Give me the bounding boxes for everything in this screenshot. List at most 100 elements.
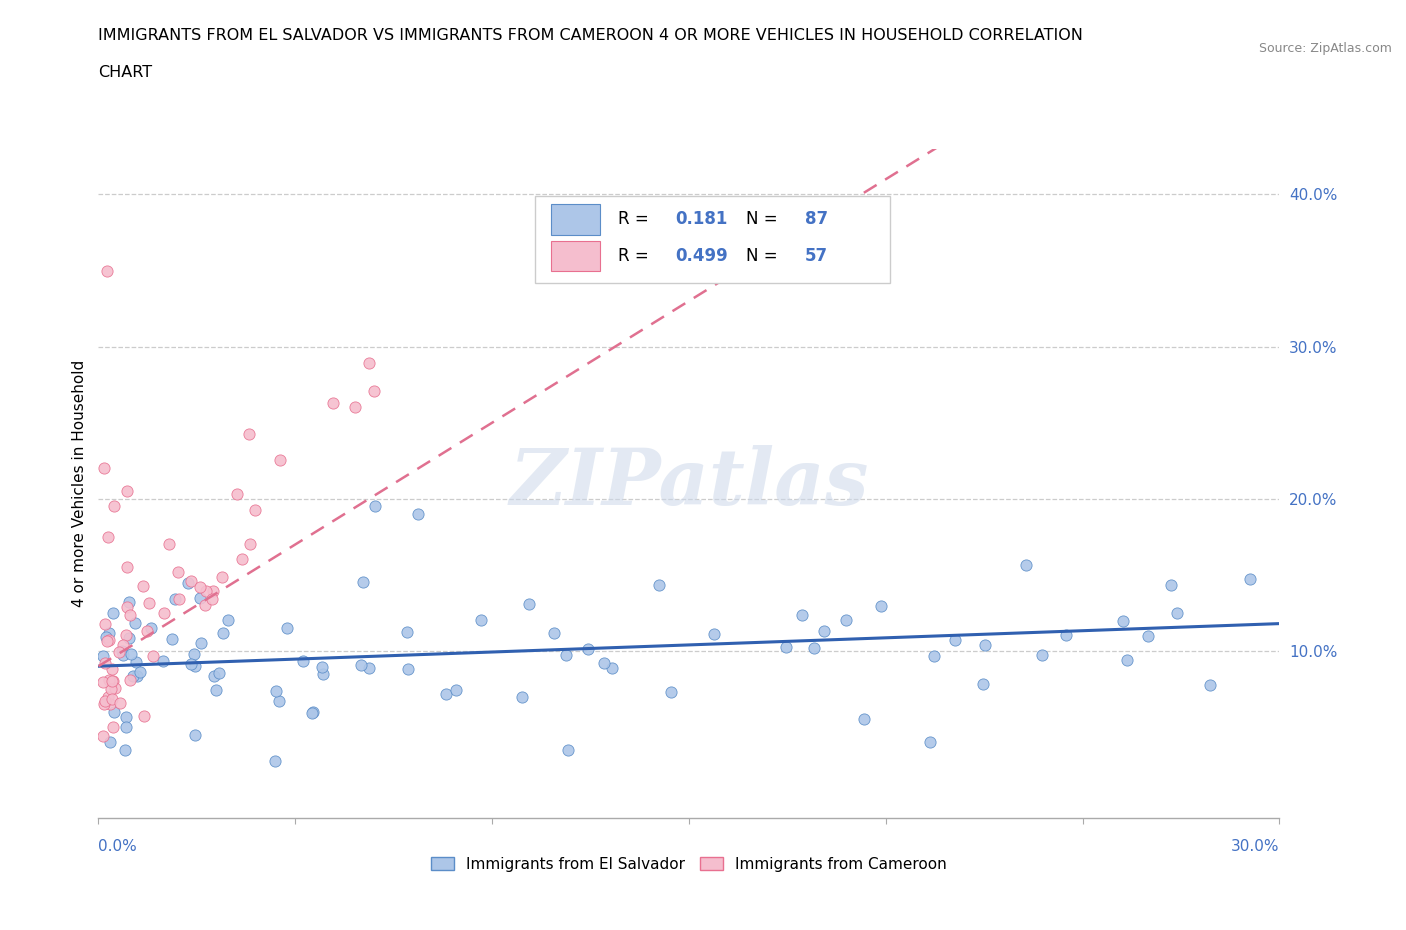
- Point: [201, 584, 224, 599]
- Point: [395, 624, 418, 639]
- Point: [920, 735, 942, 750]
- Point: [184, 727, 207, 742]
- Point: [359, 660, 381, 675]
- Point: [101, 673, 124, 688]
- Text: CHART: CHART: [98, 65, 152, 80]
- Point: [93, 461, 115, 476]
- Point: [111, 644, 134, 658]
- Text: 0.181: 0.181: [675, 210, 727, 228]
- Point: [125, 655, 148, 670]
- Point: [239, 536, 262, 551]
- Point: [129, 664, 152, 679]
- Y-axis label: 4 or more Vehicles in Household: 4 or more Vehicles in Household: [72, 360, 87, 607]
- Point: [98, 735, 121, 750]
- Point: [408, 507, 430, 522]
- Point: [114, 720, 136, 735]
- Point: [118, 595, 141, 610]
- Point: [291, 654, 314, 669]
- Point: [98, 697, 121, 711]
- Point: [184, 659, 207, 674]
- Point: [120, 607, 142, 622]
- Point: [1031, 648, 1053, 663]
- Point: [142, 648, 165, 663]
- Text: N =: N =: [745, 247, 783, 265]
- Point: [114, 710, 136, 724]
- Point: [115, 628, 138, 643]
- Text: R =: R =: [619, 247, 654, 265]
- Point: [245, 502, 267, 517]
- Point: [101, 661, 124, 676]
- Point: [104, 681, 127, 696]
- Point: [124, 616, 146, 631]
- Point: [1116, 652, 1139, 667]
- Point: [131, 578, 153, 593]
- Point: [510, 689, 533, 704]
- Point: [922, 649, 945, 664]
- Point: [111, 637, 134, 652]
- Text: ZIPatlas: ZIPatlas: [509, 445, 869, 522]
- Point: [578, 642, 600, 657]
- Point: [103, 720, 125, 735]
- Point: [364, 499, 387, 514]
- Point: [96, 633, 118, 648]
- Point: [103, 705, 125, 720]
- Point: [167, 591, 190, 606]
- Point: [94, 694, 117, 709]
- Point: [813, 624, 835, 639]
- Point: [183, 646, 205, 661]
- Point: [852, 712, 875, 727]
- Point: [205, 683, 228, 698]
- Point: [167, 565, 190, 579]
- Point: [790, 607, 813, 622]
- Point: [101, 692, 124, 707]
- Point: [115, 560, 138, 575]
- FancyBboxPatch shape: [551, 241, 600, 272]
- Point: [93, 697, 115, 711]
- FancyBboxPatch shape: [551, 204, 600, 234]
- Point: [974, 637, 997, 652]
- Point: [97, 529, 120, 544]
- Point: [267, 694, 290, 709]
- Point: [276, 620, 298, 635]
- Point: [177, 575, 200, 590]
- Point: [141, 620, 163, 635]
- Point: [661, 684, 683, 699]
- Text: N =: N =: [745, 210, 783, 228]
- Point: [208, 665, 231, 680]
- Point: [100, 682, 122, 697]
- Point: [1199, 678, 1222, 693]
- Point: [555, 647, 578, 662]
- Point: [312, 667, 335, 682]
- Point: [96, 263, 118, 278]
- Point: [188, 591, 211, 605]
- Point: [201, 591, 224, 606]
- Point: [97, 672, 120, 687]
- Point: [1054, 628, 1077, 643]
- Text: 0.499: 0.499: [675, 247, 727, 265]
- Point: [703, 627, 725, 642]
- Point: [269, 452, 291, 467]
- Point: [1160, 578, 1182, 592]
- Point: [444, 683, 467, 698]
- Point: [311, 660, 333, 675]
- Point: [543, 625, 565, 640]
- Text: R =: R =: [619, 210, 654, 228]
- Point: [301, 705, 323, 720]
- Point: [162, 631, 184, 646]
- Point: [91, 728, 114, 743]
- Point: [94, 630, 117, 644]
- Point: [396, 661, 419, 676]
- Point: [112, 647, 135, 662]
- Point: [103, 674, 125, 689]
- Point: [1015, 558, 1038, 573]
- Point: [217, 613, 239, 628]
- Point: [1136, 629, 1159, 644]
- Point: [343, 399, 366, 414]
- Point: [593, 656, 616, 671]
- Point: [103, 499, 125, 514]
- Point: [97, 689, 120, 704]
- Point: [322, 395, 344, 410]
- Point: [101, 605, 124, 620]
- Point: [943, 632, 966, 647]
- Point: [231, 551, 253, 566]
